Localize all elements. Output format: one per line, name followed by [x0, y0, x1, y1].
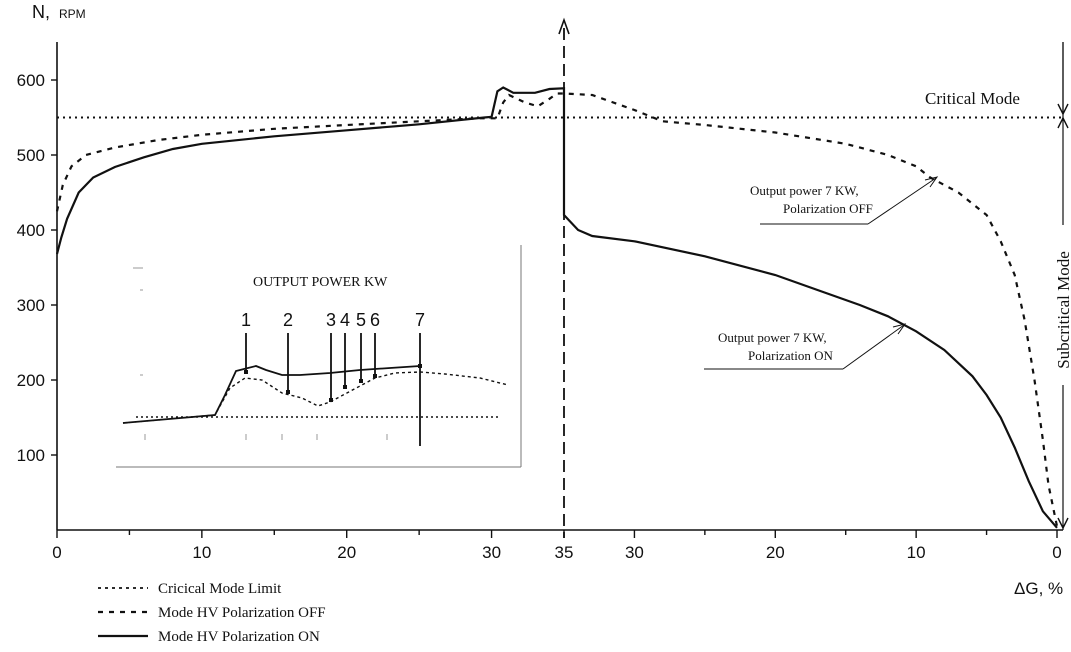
x-tick-label: 30 [482, 543, 501, 562]
x-tick-label: 35 [555, 543, 574, 562]
critical-arrow-down-icon [1057, 103, 1069, 116]
x-ticks: 0 10 20 30 35 30 20 10 0 [52, 530, 1062, 562]
inset-marker-label: 5 [356, 310, 366, 330]
y-tick-label: 600 [17, 71, 45, 90]
inset-marker-label: 3 [326, 310, 336, 330]
inset-marker-dot [418, 364, 422, 368]
series-polarization-on [55, 86, 1058, 529]
turnaround-arrow-icon [558, 17, 570, 35]
subcritical-mode-label: Subcritical Mode [1054, 251, 1071, 369]
annotation-off-arrow-icon [924, 176, 939, 188]
y-tick-label: 200 [17, 371, 45, 390]
inset-bg [116, 245, 521, 467]
inset-marker-label: 1 [241, 310, 251, 330]
series-polarization-off [55, 92, 1059, 527]
annotation-off-line1: Output power 7 KW, [750, 183, 859, 198]
inset-marker-label: 7 [415, 310, 425, 330]
y-tick-label: 300 [17, 296, 45, 315]
annotation-on-line2: Polarization ON [748, 348, 833, 363]
inset-series-on [122, 365, 421, 424]
x-tick-label: 0 [52, 543, 61, 562]
subcritical-arrow-up-icon [1057, 116, 1069, 129]
annotation-off-leader [867, 177, 937, 225]
x-tick-label: 10 [192, 543, 211, 562]
inset-marker-label: 4 [340, 310, 350, 330]
x-tick-label: 30 [625, 543, 644, 562]
y-axis-label-main: N, [32, 2, 50, 22]
right-mode-indicators: Critical Mode Subcritical Mode [925, 42, 1071, 530]
annotation-off-line2: Polarization OFF [783, 201, 873, 216]
inset-title: OUTPUT POWER KW [253, 275, 388, 290]
annotation-on: Output power 7 KW, Polarization ON [704, 323, 907, 370]
x-tick-label: 20 [337, 543, 356, 562]
y-tick-label: 400 [17, 221, 45, 240]
inset-axis-marks [133, 267, 388, 440]
y-axis-label: N, RPM [32, 2, 86, 22]
inset-marker-label: 2 [283, 310, 293, 330]
subcritical-arrow-down-icon [1057, 517, 1069, 530]
annotation-on-line1: Output power 7 KW, [718, 330, 827, 345]
x-tick-label: 20 [766, 543, 785, 562]
inset-marker-label: 6 [370, 310, 380, 330]
inset-series-off [122, 371, 509, 424]
annotation-on-arrow-icon [892, 323, 907, 335]
y-axis-label-unit: RPM [59, 7, 86, 21]
turnaround-marker [558, 17, 570, 538]
inset-marker-dot [244, 370, 248, 374]
inset-marker-dot [286, 390, 290, 394]
x-tick-label: 0 [1052, 543, 1061, 562]
inset-marker-dot [373, 374, 377, 378]
subcritical-label-bg [1053, 225, 1071, 385]
legend-label-limit: Cricical Mode Limit [158, 581, 282, 597]
y-tick-label: 500 [17, 146, 45, 165]
x-axis-label: ΔG, % [1014, 579, 1063, 598]
legend: Cricical Mode Limit Mode HV Polarization… [98, 581, 326, 645]
inset-marker-dot [343, 385, 347, 389]
inset-marker-dot [359, 379, 363, 383]
critical-mode-label: Critical Mode [925, 89, 1020, 108]
legend-label-off: Mode HV Polarization OFF [158, 605, 326, 621]
annotation-on-leader [842, 324, 905, 370]
x-tick-label: 10 [907, 543, 926, 562]
y-ticks: 100 200 300 400 500 600 [17, 71, 57, 465]
y-tick-label: 100 [17, 446, 45, 465]
inset-marker-dot [329, 398, 333, 402]
legend-label-on: Mode HV Polarization ON [158, 629, 320, 645]
annotation-off: Output power 7 KW, Polarization OFF [750, 176, 939, 225]
